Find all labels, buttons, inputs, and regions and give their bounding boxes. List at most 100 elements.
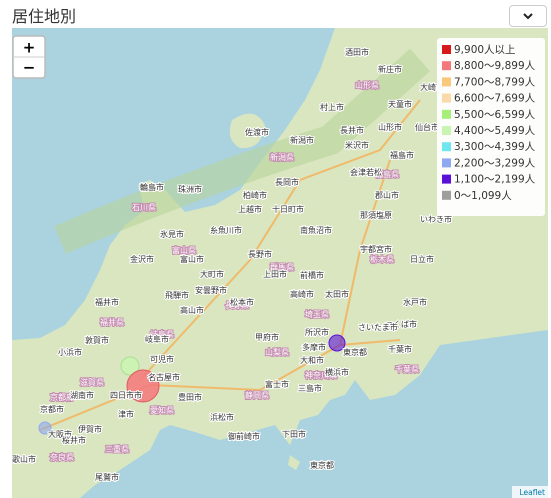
- city-label: 高崎市: [290, 289, 314, 299]
- attribution[interactable]: Leaflet: [519, 488, 545, 497]
- city-label: 前橋市: [300, 270, 324, 280]
- city-label: 桜井市: [62, 435, 86, 445]
- city-label: さいたま市: [358, 322, 398, 332]
- city-label: 上田市: [263, 269, 287, 279]
- city-label: 金沢市: [130, 254, 154, 264]
- city-label: 郡山市: [375, 190, 399, 200]
- attribution-bg: [512, 486, 548, 498]
- city-label: 宇都宮市: [360, 244, 392, 254]
- city-label: 新潟市: [290, 135, 314, 145]
- prefecture-label: 千葉県: [395, 364, 419, 374]
- city-label: 可児市: [150, 354, 174, 364]
- marker[interactable]: [328, 334, 346, 352]
- city-label: 福井市: [95, 297, 119, 307]
- prefecture-label: 静岡県: [245, 390, 269, 400]
- city-label: 糸魚川市: [210, 225, 242, 235]
- legend-label: 3,300〜4,399人: [454, 141, 536, 153]
- city-label: 敦賀市: [85, 335, 109, 345]
- legend-label: 8,800〜9,899人: [454, 60, 536, 72]
- prefecture-label: 奈良県: [50, 452, 74, 462]
- prefecture-label: 埼玉県: [305, 309, 329, 319]
- city-label: 天童市: [388, 99, 412, 109]
- city-label: 岐阜市: [145, 334, 169, 344]
- city-label: 大和市: [300, 355, 324, 365]
- city-label: 珠洲市: [178, 184, 202, 194]
- city-label: 多摩市: [302, 342, 326, 352]
- legend-label: 9,900人以上: [454, 44, 516, 56]
- dropdown-button[interactable]: [509, 5, 547, 27]
- prefecture-label: 三重県: [105, 444, 129, 454]
- legend-label: 1,100〜2,199人: [454, 174, 536, 186]
- city-label: 佐渡市: [245, 127, 269, 137]
- city-label: つくば市: [385, 319, 417, 329]
- island: [229, 113, 265, 149]
- city-label: 那須塩原: [360, 210, 392, 220]
- prefecture-label: 山形県: [355, 80, 379, 90]
- road: [139, 99, 421, 381]
- city-label: 富士市: [265, 379, 289, 389]
- city-label: 米沢市: [345, 140, 369, 150]
- city-label: 酒田市: [345, 47, 369, 57]
- prefecture-label: 愛知県: [150, 405, 174, 415]
- city-label: 福島市: [390, 150, 414, 160]
- city-label: 太田市: [325, 289, 349, 299]
- city-label: 輪島市: [140, 182, 164, 192]
- legend-label: 6,600〜7,699人: [454, 93, 536, 105]
- legend-swatch: [442, 45, 451, 54]
- prefecture-label: 栃木県: [370, 254, 394, 264]
- prefecture-label: 長野県: [225, 301, 249, 310]
- marker[interactable]: [120, 356, 140, 376]
- legend-label: 5,500〜6,599人: [454, 109, 536, 121]
- city-label: 長井市: [340, 125, 364, 135]
- marker[interactable]: [38, 421, 52, 435]
- city-label: 小浜市: [58, 347, 82, 357]
- city-label: 新庄市: [378, 64, 402, 74]
- city-label: 富山市: [180, 254, 204, 264]
- city-label: 東京都: [310, 460, 334, 470]
- legend-swatch: [442, 93, 451, 103]
- prefecture-label: 岐阜県: [150, 329, 174, 339]
- city-label: 甲府市: [255, 332, 279, 342]
- legend-swatch: [442, 174, 451, 184]
- city-label: 長野市: [248, 249, 272, 259]
- city-label: 三島市: [298, 383, 322, 393]
- city-label: 御前崎市: [228, 431, 260, 441]
- island: [288, 455, 300, 470]
- legend-label: 2,200〜3,299人: [454, 157, 536, 169]
- city-label: 長岡市: [275, 177, 299, 187]
- city-label: 水戸市: [403, 297, 427, 307]
- city-label: 千葉市: [388, 344, 412, 354]
- city-label: 湖南市: [70, 390, 94, 400]
- chevron: [523, 13, 533, 20]
- legend-label: 0〜1,099人: [454, 190, 512, 202]
- city-label: 大阪市: [48, 429, 72, 439]
- city-label: 十日町市: [272, 204, 304, 214]
- city-label: 下田市: [282, 429, 306, 439]
- city-label: 東京都: [343, 347, 367, 357]
- legend-swatch: [442, 109, 451, 119]
- city-label: 京都市: [40, 404, 64, 414]
- city-label: 名古屋市: [148, 372, 180, 382]
- prefecture-label: 群馬県: [270, 262, 294, 272]
- prefecture-label: 京都府: [50, 392, 74, 402]
- sea: [80, 330, 548, 498]
- zoom-in[interactable]: +: [23, 39, 36, 57]
- legend-swatch: [442, 61, 451, 71]
- city-label: 飛騨市: [165, 290, 189, 300]
- road: [339, 159, 391, 346]
- legend: [437, 38, 545, 216]
- legend-swatch: [442, 142, 451, 152]
- city-label: 上越市: [238, 204, 262, 214]
- prefecture-label: 神奈川県: [305, 370, 337, 380]
- prefecture-label: 富山県: [172, 245, 196, 255]
- city-label: 豊田市: [178, 392, 202, 402]
- marker[interactable]: [126, 369, 160, 403]
- city-label: 尾鷲市: [95, 472, 119, 482]
- zoom-out[interactable]: −: [23, 59, 36, 77]
- city-label: 津市: [118, 409, 134, 419]
- prefecture-label: 福井県: [100, 317, 124, 327]
- legend-swatch: [442, 126, 451, 135]
- prefecture-label: 滋賀県: [80, 377, 104, 387]
